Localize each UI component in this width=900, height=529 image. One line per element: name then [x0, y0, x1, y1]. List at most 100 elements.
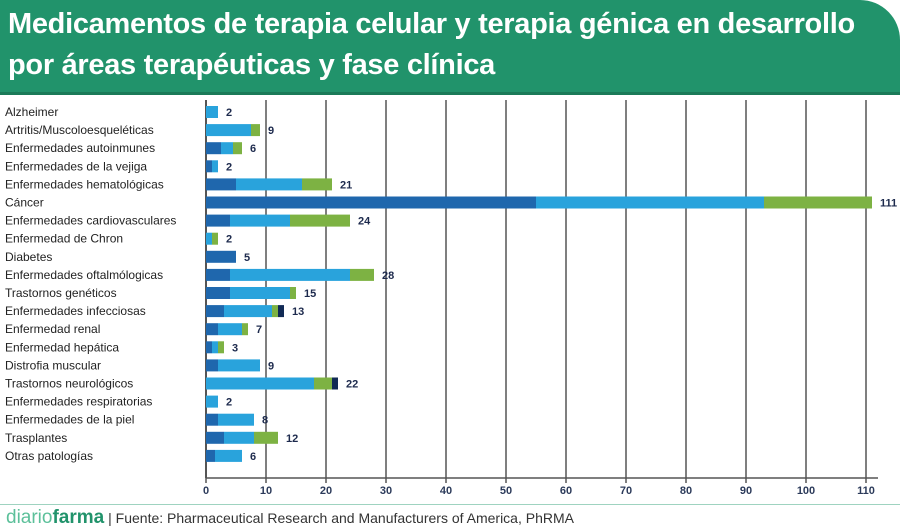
bar-segment-1 [206, 268, 230, 281]
data-label: 3 [232, 342, 238, 354]
data-label: 2 [226, 397, 232, 409]
bar-segment-2 [221, 142, 233, 155]
bar-segment-3 [290, 287, 296, 299]
data-label: 2 [226, 107, 232, 119]
category-label: Enfermedades infecciosas [5, 304, 146, 318]
bar-segment-2 [212, 341, 218, 354]
category-label: Enfermedades autoinmunes [5, 141, 155, 155]
x-tick-label: 70 [620, 485, 632, 497]
bar-segment-1 [206, 287, 230, 299]
bar-segment-3 [302, 178, 332, 191]
bar-segment-2 [230, 268, 350, 281]
bar-segment-1 [206, 323, 218, 336]
source-text: Fuente: Pharmaceutical Research and Manu… [115, 510, 574, 526]
bar-segment-1 [206, 341, 212, 354]
category-label: Enfermedades hematológicas [5, 177, 164, 191]
x-tick-label: 100 [797, 485, 815, 497]
data-label: 9 [268, 360, 274, 372]
bar-segment-3 [212, 232, 218, 245]
bar-segment-1 [206, 250, 236, 263]
bar-segment-2 [224, 305, 272, 318]
bar-segment-2 [215, 449, 242, 462]
category-label: Enfermedad renal [5, 322, 100, 336]
category-label: Enfermedades de la piel [5, 413, 134, 427]
bar-segment-2 [218, 413, 254, 426]
x-tick-label: 40 [440, 485, 452, 497]
bar-segment-2 [206, 395, 218, 408]
bar-segment-1 [206, 449, 215, 462]
bar-segment-3 [350, 268, 374, 281]
category-label: Enfermedades oftalmólogicas [5, 268, 163, 282]
category-label: Diabetes [5, 250, 52, 264]
data-label: 6 [250, 143, 256, 155]
bar-segment-3 [218, 341, 224, 354]
data-label: 7 [256, 324, 262, 336]
logo-farma: farma [52, 507, 105, 528]
logo-diario: diario [6, 507, 53, 528]
data-label: 5 [244, 252, 250, 264]
bar-segment-2 [206, 124, 251, 137]
category-label: Trasplantes [5, 431, 67, 445]
data-label: 21 [340, 179, 352, 191]
bar-segment-3 [242, 323, 248, 336]
data-label: 12 [286, 433, 298, 445]
x-tick-label: 110 [857, 485, 875, 497]
bar-segment-3 [272, 305, 278, 318]
bar-segment-2 [206, 106, 218, 118]
footer-separator: | [108, 510, 112, 526]
bar-segment-2 [230, 287, 290, 299]
bar-segment-2 [206, 232, 212, 245]
bar-segment-1 [206, 214, 230, 227]
bar-segment-2 [218, 323, 242, 336]
x-tick-label: 10 [260, 485, 272, 497]
bar-segment-1 [206, 178, 236, 191]
bar-segment-4 [278, 305, 284, 318]
bar-segment-2 [230, 214, 290, 227]
bar-segment-2 [224, 431, 254, 444]
bar-segment-1 [206, 431, 224, 444]
data-label: 9 [268, 125, 274, 137]
bar-segment-1 [206, 359, 218, 372]
bar-segment-2 [212, 160, 218, 173]
bar-segment-3 [314, 377, 332, 390]
bar-chart: 0 10 20 30 40 50 60 70 80 90 100 110 Alzheimer 2 Artri… [5, 100, 897, 497]
data-label: 22 [346, 379, 358, 391]
data-label: 24 [358, 216, 371, 228]
category-label: Alzheimer [5, 105, 58, 119]
bar-segment-2 [536, 196, 764, 209]
data-label: 15 [304, 288, 316, 300]
data-label: 6 [250, 451, 256, 463]
bar-segment-1 [206, 196, 536, 209]
category-label: Trastornos neurológicos [5, 377, 133, 391]
data-label: 2 [226, 161, 232, 173]
x-tick-label: 90 [740, 485, 752, 497]
footer: diariofarma | Fuente: Pharmaceutical Res… [6, 507, 574, 529]
footer-divider [0, 504, 900, 505]
x-tick-label: 80 [680, 485, 692, 497]
category-label: Enfermedad hepática [5, 340, 119, 354]
bar-segment-3 [233, 142, 242, 155]
bar-segment-3 [290, 214, 350, 227]
bar-segment-2 [218, 359, 260, 372]
category-label: Enfermedades respiratorias [5, 395, 152, 409]
bar-segment-1 [206, 305, 224, 318]
x-tick-label: 30 [380, 485, 392, 497]
data-label: 13 [292, 306, 304, 318]
bar-segment-3 [764, 196, 872, 209]
category-label: Distrofia muscular [5, 358, 101, 372]
bar-segment-1 [206, 142, 221, 155]
bar-segment-4 [332, 377, 338, 390]
data-label: 8 [262, 415, 268, 427]
data-label: 111 [880, 198, 897, 210]
bar-segment-3 [251, 124, 260, 137]
category-label: Trastornos genéticos [5, 286, 117, 300]
category-label: Cáncer [5, 196, 44, 210]
x-tick-label: 60 [560, 485, 572, 497]
data-label: 2 [226, 234, 232, 246]
category-label: Otras patologías [5, 449, 93, 463]
title-banner: Medicamentos de terapia celular y terapi… [0, 0, 900, 95]
bar-segment-1 [206, 160, 212, 173]
category-label: Enfermedad de Chron [5, 232, 123, 246]
bar-segment-2 [236, 178, 302, 191]
category-label: Enfermedades de la vejiga [5, 159, 147, 173]
